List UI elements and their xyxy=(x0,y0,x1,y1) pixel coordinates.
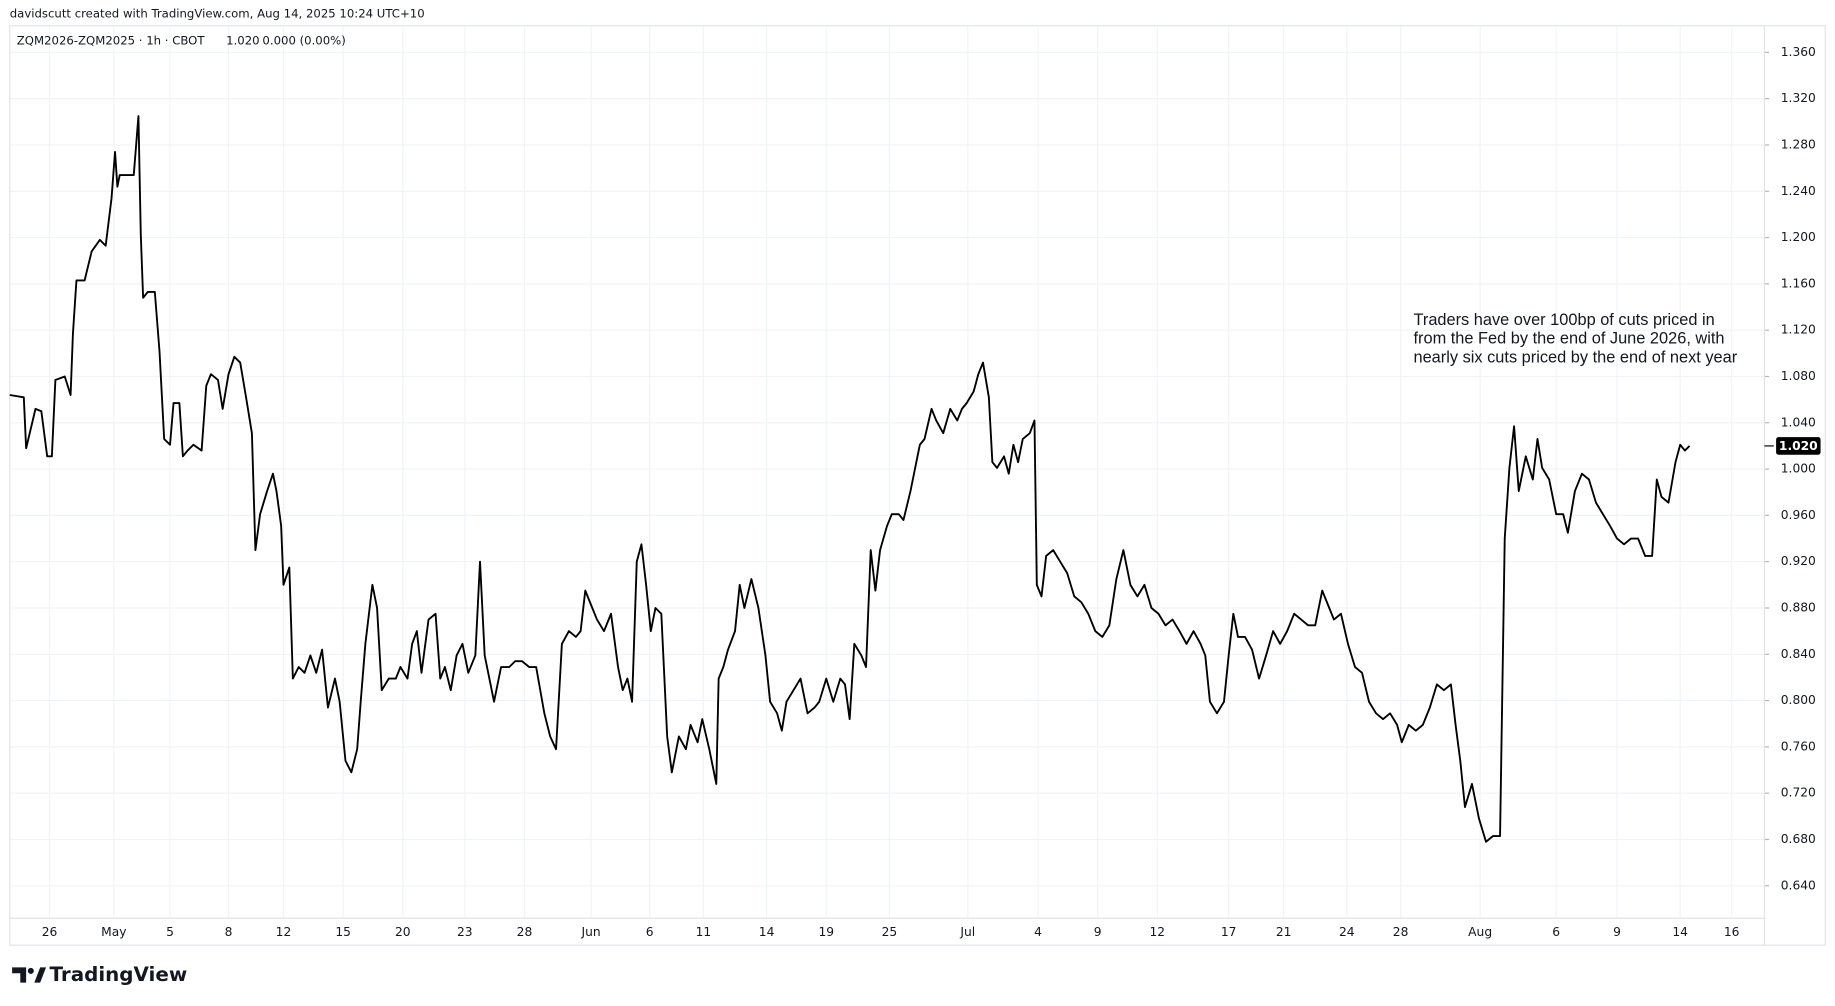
x-tick-label: 6 xyxy=(1552,925,1560,939)
x-tick-label: 9 xyxy=(1094,925,1102,939)
last-price-label: 1.020 xyxy=(1779,439,1818,453)
chart-frame xyxy=(9,25,1826,946)
y-tick-label: 0.920 xyxy=(1781,554,1816,568)
y-tick-label: 1.000 xyxy=(1781,462,1816,476)
y-tick-label: 1.200 xyxy=(1781,230,1816,244)
x-tick-label: 12 xyxy=(276,925,292,939)
y-tick-label: 0.840 xyxy=(1781,647,1816,661)
y-tick-label: 0.680 xyxy=(1781,832,1816,846)
y-tick-label: 0.720 xyxy=(1781,786,1816,800)
x-tick-label: 24 xyxy=(1339,925,1355,939)
x-tick-label: 16 xyxy=(1724,925,1740,939)
y-tick-label: 1.080 xyxy=(1781,369,1816,383)
x-tick-label: 12 xyxy=(1149,925,1165,939)
x-tick-label: 15 xyxy=(335,925,351,939)
annotation-line: from the Fed by the end of June 2026, wi… xyxy=(1413,330,1724,348)
x-tick-label: Jun xyxy=(581,925,601,939)
brand-logo xyxy=(12,967,47,983)
x-tick-label: May xyxy=(101,925,126,939)
x-tick-label: 19 xyxy=(818,925,834,939)
x-tick-label: 14 xyxy=(1672,925,1688,939)
x-tick-label: 26 xyxy=(42,925,58,939)
y-tick-label: 1.240 xyxy=(1781,184,1816,198)
grid: 0.640 0.680 0.720 0.760 0.800 0.840 0.880 0.920… xyxy=(9,25,1816,939)
symbol-info: ZQM2026-ZQM2025 · 1h · CBOT xyxy=(17,33,206,47)
legend-change: 0.000 (0.00%) xyxy=(262,33,345,47)
x-tick-label: 14 xyxy=(759,925,775,939)
x-tick-label: 4 xyxy=(1034,925,1042,939)
x-tick-label: 20 xyxy=(395,925,411,939)
x-tick-label: 28 xyxy=(517,925,533,939)
x-tick-label: 11 xyxy=(696,925,712,939)
last-price-badge xyxy=(1776,437,1821,455)
x-tick-label: 6 xyxy=(646,925,654,939)
y-tick-label: 1.040 xyxy=(1781,415,1816,429)
y-tick-label: 0.960 xyxy=(1781,508,1816,522)
x-tick-label: 25 xyxy=(882,925,898,939)
annotation-line: nearly six cuts priced by the end of nex… xyxy=(1413,348,1737,366)
credit: davidscutt created with TradingView.com,… xyxy=(10,7,425,21)
brand: TradingView xyxy=(50,963,188,986)
y-tick-label: 1.160 xyxy=(1781,276,1816,290)
x-tick-label: 9 xyxy=(1613,925,1621,939)
x-tick-label: 5 xyxy=(166,925,174,939)
x-tick-label: 17 xyxy=(1221,925,1237,939)
price-line xyxy=(9,115,1691,843)
y-tick-label: 0.800 xyxy=(1781,693,1816,707)
x-tick-label: 8 xyxy=(225,925,233,939)
y-tick-label: 1.360 xyxy=(1781,45,1816,59)
y-tick-label: 1.320 xyxy=(1781,91,1816,105)
y-tick-label: 0.640 xyxy=(1781,878,1816,892)
y-tick-label: 1.280 xyxy=(1781,137,1816,151)
y-tick-label: 1.120 xyxy=(1781,323,1816,337)
legend-last: 1.020 xyxy=(226,33,259,47)
y-tick-label: 0.880 xyxy=(1781,600,1816,614)
x-tick-label: 21 xyxy=(1276,925,1292,939)
x-tick-label: 23 xyxy=(457,925,473,939)
y-tick-label: 0.760 xyxy=(1781,739,1816,753)
plot: 1.020 xyxy=(9,115,1821,843)
x-tick-label: Jul xyxy=(959,925,975,939)
annotation-line: Traders have over 100bp of cuts priced i… xyxy=(1413,311,1714,329)
x-tick-label: 28 xyxy=(1393,925,1409,939)
x-tick-label: Aug xyxy=(1468,925,1492,939)
